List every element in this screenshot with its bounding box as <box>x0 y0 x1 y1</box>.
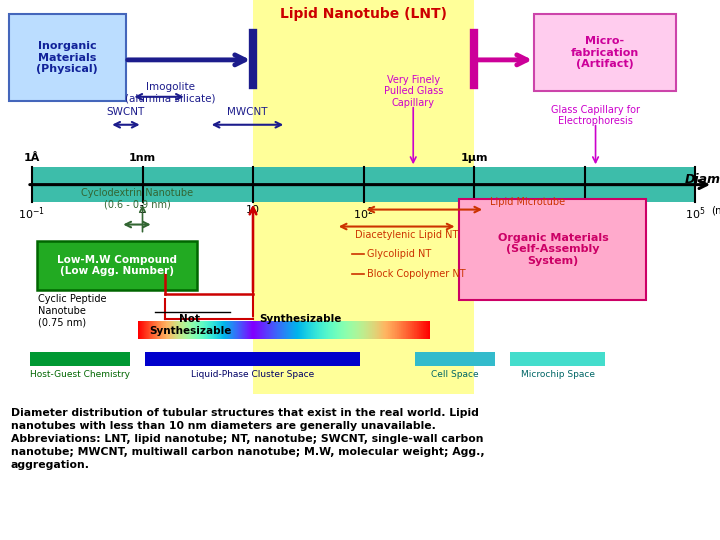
Text: Diacetylenic Lipid NT: Diacetylenic Lipid NT <box>355 230 459 240</box>
Text: 10$^{4}$: 10$^{4}$ <box>574 205 595 222</box>
Text: Organic Materials
(Self-Assembly
System): Organic Materials (Self-Assembly System) <box>498 233 608 266</box>
Text: Cyclic Peptide
Nanotube
(0.75 nm): Cyclic Peptide Nanotube (0.75 nm) <box>38 294 107 328</box>
Text: Block Copolymer NT: Block Copolymer NT <box>367 269 466 279</box>
Bar <box>253 0 474 394</box>
Text: Glass Capillary for
Electrophoresis: Glass Capillary for Electrophoresis <box>551 105 640 126</box>
Text: 1Å: 1Å <box>24 153 40 163</box>
Text: Not
Synthesizable: Not Synthesizable <box>149 314 231 336</box>
Text: Imogolite
(alumina silicate): Imogolite (alumina silicate) <box>125 82 215 104</box>
Text: 10: 10 <box>246 205 260 215</box>
Bar <box>30 352 130 366</box>
Text: 1: 1 <box>139 205 146 215</box>
Text: 10$^{2}$: 10$^{2}$ <box>354 205 374 222</box>
Text: Low-M.W Compound
(Low Agg. Number): Low-M.W Compound (Low Agg. Number) <box>57 255 177 276</box>
FancyBboxPatch shape <box>37 240 197 291</box>
Text: 1μm: 1μm <box>460 153 487 163</box>
Bar <box>145 352 360 366</box>
Text: MWCNT: MWCNT <box>228 107 268 117</box>
FancyBboxPatch shape <box>459 199 646 300</box>
FancyBboxPatch shape <box>9 14 126 101</box>
Text: Microchip Space: Microchip Space <box>521 370 595 379</box>
Text: 10$^{3}$: 10$^{3}$ <box>464 205 485 222</box>
Text: Diameter: Diameter <box>685 173 720 186</box>
Text: Liquid-Phase Cluster Space: Liquid-Phase Cluster Space <box>192 370 315 379</box>
FancyBboxPatch shape <box>534 14 676 91</box>
Text: 10$^{-1}$: 10$^{-1}$ <box>19 205 45 222</box>
Bar <box>415 352 495 366</box>
Text: 10$^{5}$: 10$^{5}$ <box>685 205 706 222</box>
Text: Micro-
fabrication
(Artifact): Micro- fabrication (Artifact) <box>571 36 639 70</box>
Text: 1nm: 1nm <box>129 153 156 163</box>
Text: SWCNT: SWCNT <box>107 107 145 117</box>
Text: Diameter distribution of tubular structures that exist in the real world. Lipid
: Diameter distribution of tubular structu… <box>11 408 485 470</box>
Text: Glycolipid NT: Glycolipid NT <box>367 249 432 260</box>
Text: Cyclodextrin Nanotube
(0.6 - 0.9 nm): Cyclodextrin Nanotube (0.6 - 0.9 nm) <box>81 188 193 210</box>
Text: Lipid Microtube: Lipid Microtube <box>490 197 565 207</box>
Text: (nm): (nm) <box>711 205 720 215</box>
Text: Cell Space: Cell Space <box>431 370 479 379</box>
Text: Synthesizable: Synthesizable <box>258 314 341 325</box>
Text: Lipid Nanotube (LNT): Lipid Nanotube (LNT) <box>280 7 447 21</box>
Bar <box>510 352 605 366</box>
Text: Host-Guest Chemistry: Host-Guest Chemistry <box>30 370 130 379</box>
Text: Inorganic
Materials
(Physical): Inorganic Materials (Physical) <box>36 41 98 75</box>
Bar <box>32 167 695 202</box>
Text: Very Finely
Pulled Glass
Capillary: Very Finely Pulled Glass Capillary <box>384 75 443 108</box>
